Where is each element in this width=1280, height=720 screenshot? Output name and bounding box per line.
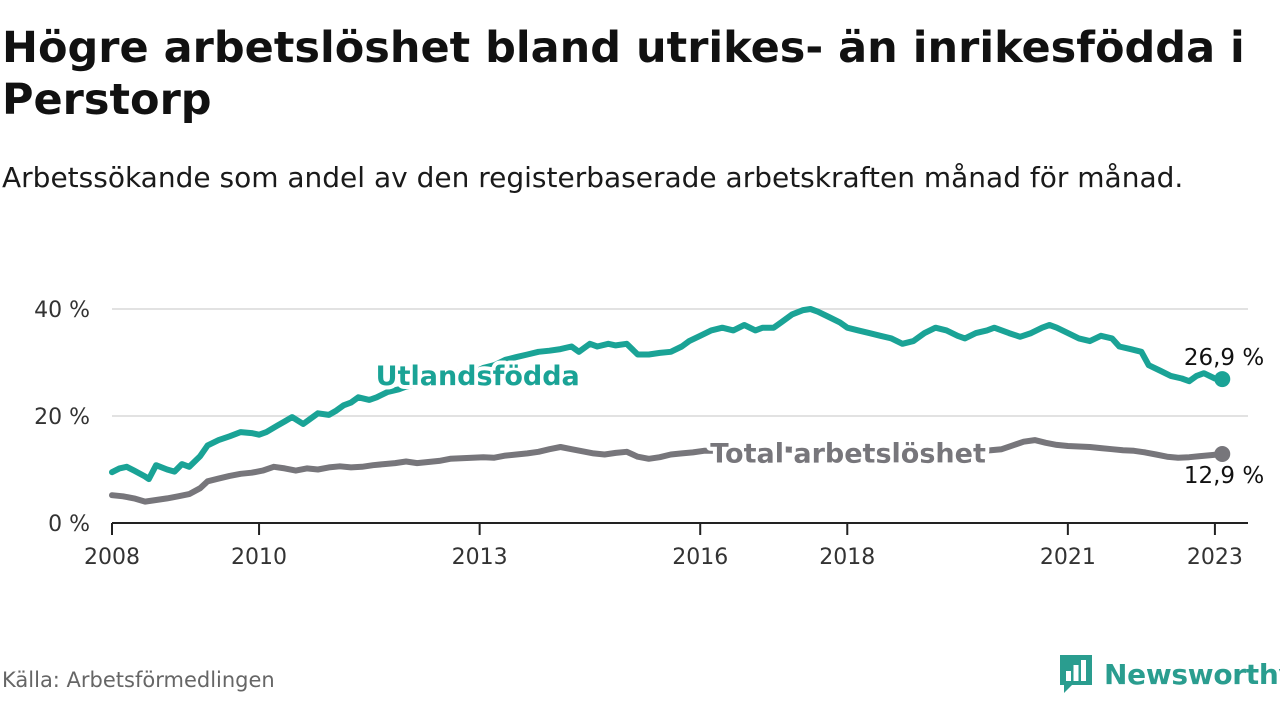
series-end-point [1214, 371, 1231, 388]
series-end-label: 12,9 % [1184, 463, 1264, 489]
x-tick-label: 2018 [819, 545, 875, 570]
x-tick-label: 2013 [452, 545, 508, 570]
x-tick-label: 2016 [672, 545, 728, 570]
y-tick-label: 20 % [34, 405, 90, 430]
series-end-label: 26,9 % [1184, 345, 1264, 371]
chart-subtitle: Arbetssökande som andel av den registerb… [2, 161, 1184, 194]
x-tick-label: 2023 [1187, 545, 1243, 570]
source-note: Källa: Arbetsförmedlingen [2, 668, 275, 692]
series-name-label-halo: Total arbetslöshet [710, 438, 986, 469]
x-tick-label: 2021 [1040, 545, 1096, 570]
series-name-label: Total arbetslöshet [710, 438, 986, 469]
series-name-label-halo: Utlandsfödda [376, 361, 580, 392]
line-chart: 26,9 %12,9 %UtlandsföddaUtlandsföddaTota… [34, 298, 1265, 570]
series-line [109, 437, 1226, 505]
x-tick-label: 2008 [84, 545, 140, 570]
series-annotations: 26,9 %12,9 %UtlandsföddaUtlandsföddaTota… [372, 345, 1265, 489]
brand[interactable]: Newsworthy [1058, 652, 1280, 696]
brand-name: Newsworthy [1104, 657, 1280, 691]
gridlines [112, 308, 1248, 417]
series-line [109, 306, 1226, 483]
series-lines [109, 306, 1231, 505]
axes: 0 % 20 % 40 % 2008 2010 2013 2016 2018 2021 2023 [34, 298, 1248, 570]
y-tick-label: 0 % [48, 512, 90, 537]
series-name-label: Utlandsfödda [376, 361, 580, 392]
bar-chart-icon [1060, 655, 1092, 693]
series-end-point [1214, 445, 1231, 462]
chart-title: Högre arbetslöshet bland utrikes- än inr… [2, 23, 1245, 125]
x-tick-label: 2010 [231, 545, 287, 570]
y-tick-label: 40 % [34, 298, 90, 323]
